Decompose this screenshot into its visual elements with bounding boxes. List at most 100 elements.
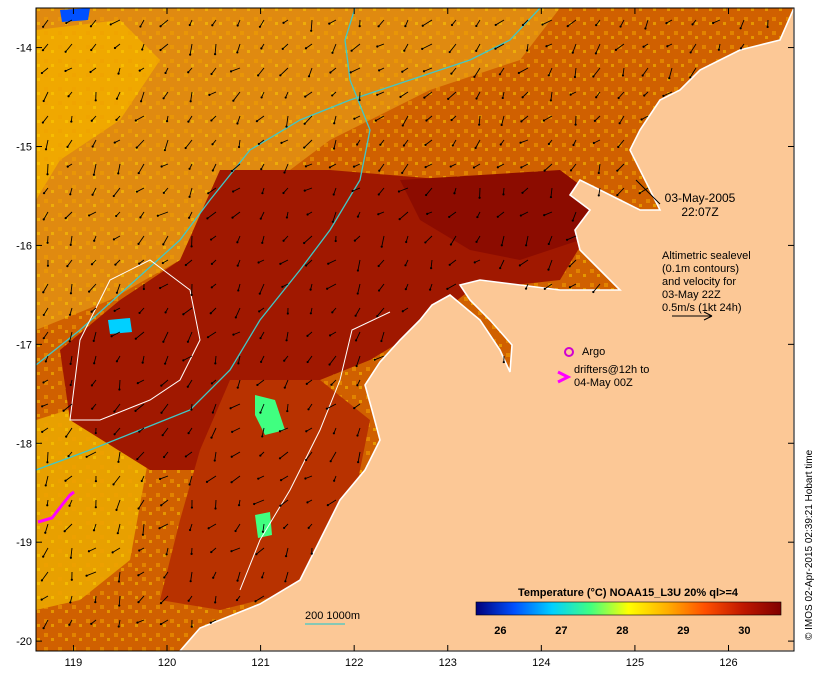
velocity-arrow [353,403,361,409]
velocity-arrow [65,43,73,53]
velocity-arrowhead-icon [261,576,264,579]
velocity-arrowhead-icon [259,337,262,340]
velocity-arrowhead-icon [352,165,356,168]
velocity-arrowhead-icon [40,71,43,75]
velocity-arrow [259,19,265,28]
y-tick-label: -20 [16,636,32,648]
velocity-arrowhead-icon [501,96,504,100]
velocity-arrowhead-icon [92,173,95,176]
velocity-arrow [187,331,193,342]
velocity-arrow [574,67,577,78]
velocity-arrowhead-icon [310,29,313,32]
velocity-arrowhead-icon [574,123,577,126]
velocity-arrow [140,91,145,102]
velocity-arrowhead-icon [66,165,69,168]
velocity-arrow [116,91,121,99]
velocity-arrowhead-icon [475,97,478,100]
velocity-arrow [161,163,169,167]
velocity-arrow [113,235,121,240]
velocity-arrow [162,235,169,245]
velocity-arrowhead-icon [424,241,427,244]
velocity-arrow [65,427,73,437]
velocity-arrow [497,211,505,218]
velocity-arrow [70,547,73,558]
velocity-arrowhead-icon [109,23,112,26]
velocity-arrowhead-icon [138,549,141,552]
velocity-arrowhead-icon [190,506,194,509]
velocity-arrowhead-icon [64,50,67,53]
velocity-arrow [499,67,505,75]
velocity-arrow [404,19,409,27]
velocity-arrowhead-icon [618,122,621,125]
velocity-arrow [448,211,457,218]
velocity-arrowhead-icon [573,75,577,79]
velocity-arrow [425,163,433,168]
velocity-arrowhead-icon [211,169,214,172]
velocity-arrowhead-icon [595,24,598,27]
velocity-arrow [86,571,97,577]
velocity-arrowhead-icon [232,333,235,336]
velocity-arrow [260,331,265,339]
velocity-arrow [329,331,337,336]
velocity-arrowhead-icon [182,313,185,316]
velocity-arrowhead-icon [135,146,138,149]
velocity-arrow [190,91,193,102]
velocity-arrowhead-icon [206,336,210,339]
velocity-arrow [183,355,193,361]
velocity-arrowhead-icon [474,146,477,149]
velocity-arrowhead-icon [163,362,167,365]
velocity-arrowhead-icon [353,117,356,120]
velocity-arrow [476,91,481,99]
velocity-arrow [475,43,481,52]
velocity-arrowhead-icon [69,193,72,196]
velocity-arrowhead-icon [234,529,237,533]
plot-frame [35,7,795,652]
velocity-arrow [380,331,385,342]
velocity-arrowhead-icon [309,312,312,315]
velocity-arrowhead-icon [423,96,426,99]
velocity-arrow [425,187,433,196]
velocity-arrow [447,283,457,290]
velocity-arrow [330,67,337,73]
velocity-arrowhead-icon [329,460,332,463]
velocity-arrowhead-icon [42,99,45,103]
velocity-arrow [569,283,577,288]
velocity-arrowhead-icon [184,263,187,267]
velocity-arrowhead-icon [234,316,237,319]
velocity-arrowhead-icon [137,574,140,577]
velocity-arrow [424,91,433,98]
velocity-arrowhead-icon [230,481,233,484]
velocity-arrowhead-icon [160,411,163,414]
velocity-arrow [377,91,385,96]
axis-ticks: 119 120 121 122 123 124 125 126 -14 -15 -16 -17 -18 -… [16,8,794,669]
velocity-arrow [354,235,361,241]
velocity-arrowhead-icon [450,23,454,27]
velocity-arrowhead-icon [42,313,45,317]
velocity-arrowhead-icon [115,360,119,363]
velocity-arrowhead-icon [236,241,239,244]
velocity-arrowhead-icon [91,407,94,410]
velocity-arrow [207,331,217,338]
velocity-arrow [88,547,97,552]
velocity-arrowhead-icon [358,25,361,28]
velocity-arrowhead-icon [766,25,769,29]
velocity-arrow [378,163,385,171]
velocity-arrowhead-icon [236,24,239,27]
velocity-arrowhead-icon [136,621,139,624]
velocity-arrow [209,91,217,96]
velocity-arrow [69,595,73,603]
velocity-arrowhead-icon [160,504,163,507]
colorbar-tick-label: 30 [738,625,750,637]
colorbar [475,601,782,616]
velocity-arrowhead-icon [210,119,213,122]
velocity-arrow [639,187,649,194]
velocity-arrow [617,187,625,196]
velocity-arrowhead-icon [214,507,217,510]
velocity-arrowhead-icon [283,526,286,530]
velocity-arrow [69,331,73,342]
velocity-arrow [449,43,457,53]
velocity-arrowhead-icon [44,148,48,151]
velocity-arrow [548,67,553,76]
velocity-arrow [618,91,625,99]
velocity-arrowhead-icon [500,244,503,247]
